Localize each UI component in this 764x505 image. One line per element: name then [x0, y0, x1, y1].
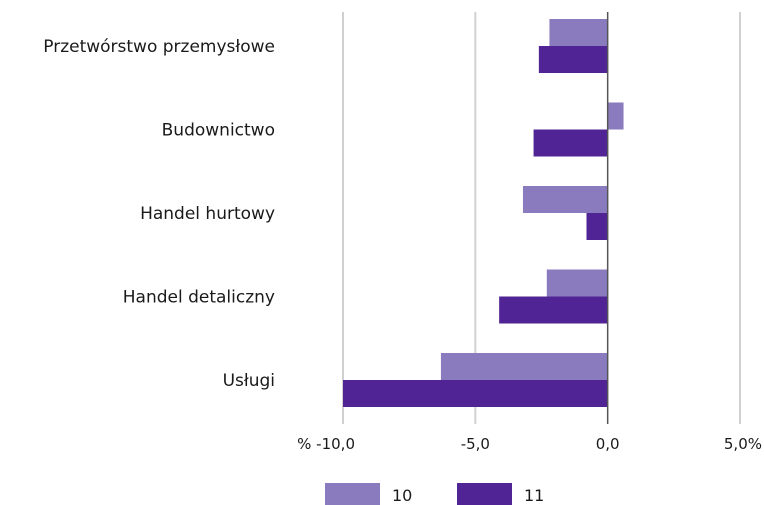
legend-swatch	[325, 483, 380, 505]
category-label: Handel detaliczny	[123, 288, 275, 308]
x-tick-label: % -10,0	[297, 435, 355, 453]
category-label: Budownictwo	[162, 121, 275, 141]
legend-label: 10	[392, 486, 412, 505]
x-tick-label: 0,0	[596, 435, 620, 453]
bar-10-0	[549, 19, 608, 46]
legend-item-10: 10	[325, 483, 412, 505]
legend: 10 11	[325, 483, 544, 505]
x-tick-label: 5,0%	[724, 435, 762, 453]
category-label: Handel hurtowy	[140, 204, 275, 224]
bar-10-3	[546, 269, 608, 297]
category-label: Usługi	[223, 371, 275, 391]
legend-item-11: 11	[457, 483, 544, 505]
x-tick-labels: % -10,0 -5,0 0,0 5,0%	[297, 435, 762, 453]
bar-10-1	[607, 102, 624, 130]
bar-10-4	[440, 353, 608, 380]
legend-label: 11	[524, 486, 544, 505]
legend-swatch	[457, 483, 512, 505]
bar-11-0	[538, 46, 608, 73]
bar-10-2	[522, 186, 608, 213]
category-label: Przetwórstwo przemysłowe	[43, 37, 275, 57]
category-labels: Przetwórstwo przemysłowe Budownictwo Hande…	[43, 37, 275, 391]
x-tick-label: -5,0	[461, 435, 490, 453]
bar-11-2	[586, 213, 608, 240]
bars	[343, 19, 624, 407]
bar-11-1	[533, 129, 608, 157]
bar-11-3	[499, 296, 608, 324]
bar-11-4	[343, 380, 608, 407]
